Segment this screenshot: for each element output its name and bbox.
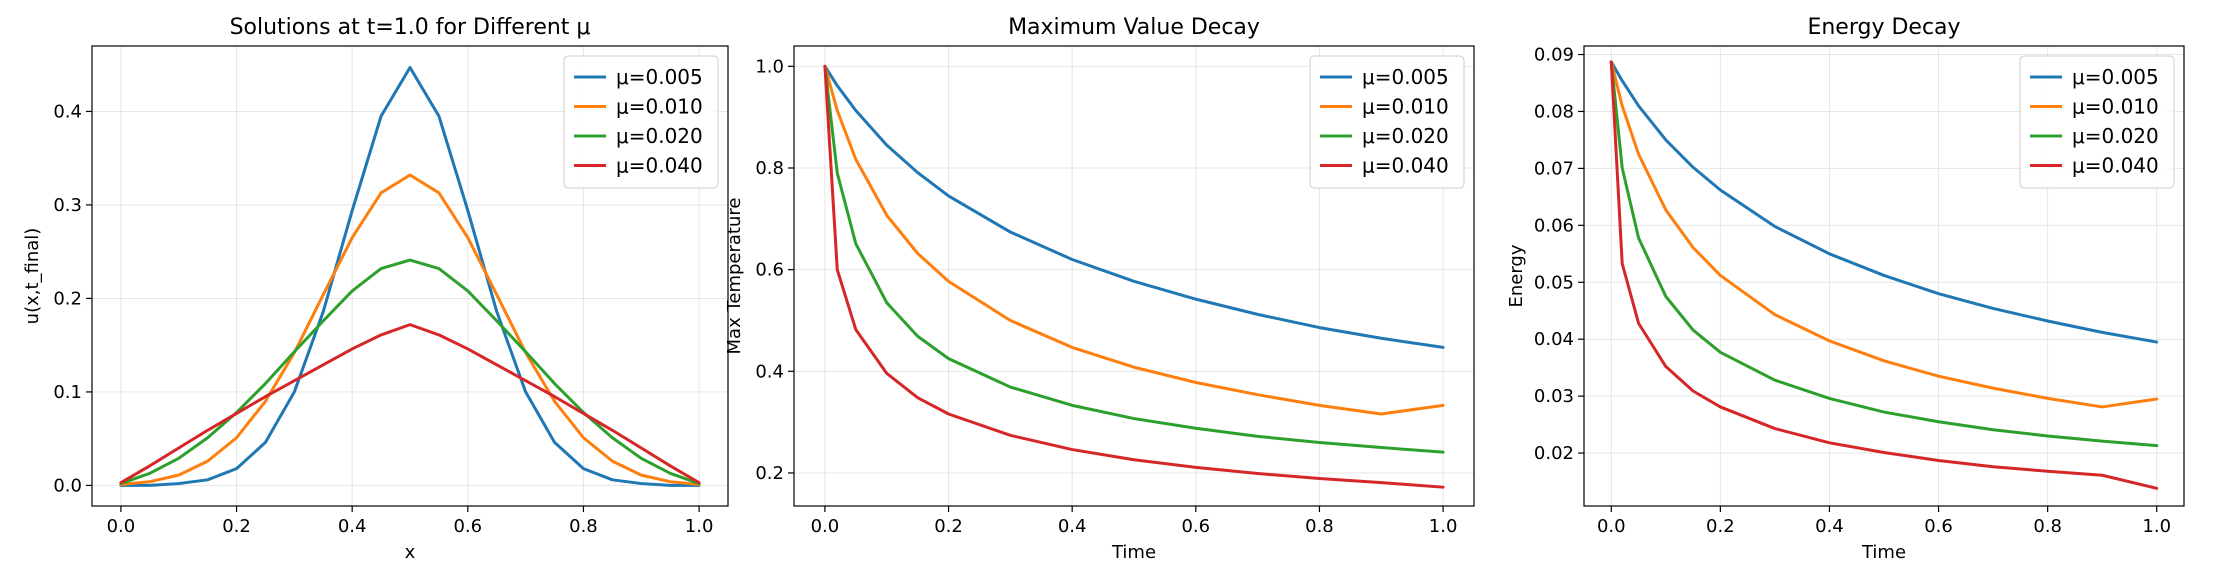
series-line-1 — [119, 173, 701, 486]
series-line-2 — [119, 258, 701, 486]
x-tick-label: 0.0 — [1597, 516, 1626, 537]
legend-box — [1309, 55, 1465, 189]
series-line-1 — [823, 64, 1445, 416]
x-tick-label: 1.0 — [2142, 516, 2171, 537]
legend-box — [2019, 55, 2175, 189]
y-tick-label: 0.05 — [1534, 272, 1574, 293]
series-line-0 — [1609, 60, 2159, 344]
y-tick-label: 0.09 — [1534, 45, 1574, 66]
legend: μ=0.005 μ=0.010 μ=0.020 μ=0.040 — [2019, 55, 2175, 189]
plot-frame — [91, 45, 729, 507]
x-tick-label: 0.8 — [2033, 516, 2062, 537]
x-tick-label: 0.6 — [453, 516, 482, 537]
x-tick-label: 0.4 — [1058, 516, 1087, 537]
legend-label: μ=0.020 — [2072, 124, 2159, 148]
y-tick-label: 0.2 — [53, 288, 82, 309]
legend: μ=0.005 μ=0.010 μ=0.020 μ=0.040 — [1309, 55, 1465, 189]
chart-title: Solutions at t=1.0 for Different μ — [230, 15, 591, 40]
legend-label: μ=0.005 — [1362, 65, 1449, 89]
series-line-0 — [119, 66, 701, 487]
series-line-2 — [1609, 60, 2159, 448]
x-axis-label: x — [405, 542, 416, 563]
chart-title: Maximum Value Decay — [1008, 15, 1260, 40]
series-line-3 — [119, 323, 701, 485]
x-axis-label: Time — [1111, 542, 1156, 563]
y-tick-label: 1.0 — [755, 56, 784, 77]
y-axis-label: Max Temperature — [724, 198, 745, 355]
x-tick-label: 0.8 — [1305, 516, 1334, 537]
x-tick-label: 0.4 — [1815, 516, 1844, 537]
legend-label: μ=0.005 — [616, 65, 703, 89]
y-tick-label: 0.02 — [1534, 443, 1574, 464]
y-tick-label: 0.06 — [1534, 215, 1574, 236]
x-tick-label: 1.0 — [685, 516, 714, 537]
y-tick-label: 0.8 — [755, 158, 784, 179]
x-tick-label: 0.8 — [569, 516, 598, 537]
chart-panel-1: 0.0 0.2 0.4 0.6 0.8 1.0 0.2 0.4 0.6 0.8 1.0 Maximum… — [724, 15, 1475, 563]
x-tick-label: 0.2 — [1706, 516, 1735, 537]
y-tick-label: 0.2 — [755, 463, 784, 484]
series-line-2 — [823, 64, 1445, 454]
y-axis-label: Energy — [1506, 244, 1527, 307]
legend-label: μ=0.010 — [2072, 95, 2159, 119]
legend-label: μ=0.005 — [2072, 65, 2159, 89]
x-tick-label: 0.4 — [338, 516, 367, 537]
x-tick-label: 0.6 — [1181, 516, 1210, 537]
y-tick-label: 0.03 — [1534, 386, 1574, 407]
y-tick-label: 0.4 — [755, 361, 784, 382]
x-axis-label: Time — [1861, 542, 1906, 563]
y-tick-label: 0.04 — [1534, 329, 1574, 350]
legend-label: μ=0.010 — [616, 95, 703, 119]
legend-label: μ=0.040 — [1362, 154, 1449, 178]
x-tick-label: 0.2 — [222, 516, 251, 537]
plot-frame — [793, 45, 1475, 507]
y-tick-label: 0.0 — [53, 475, 82, 496]
legend-label: μ=0.010 — [1362, 95, 1449, 119]
y-tick-label: 0.3 — [53, 195, 82, 216]
chart-panel-0: 0.0 0.2 0.4 0.6 0.8 1.0 0.0 0.1 0.2 0.3 0.4 Solutio… — [22, 15, 729, 563]
chart-title: Energy Decay — [1807, 15, 1960, 40]
legend-label: μ=0.040 — [616, 154, 703, 178]
series-line-0 — [823, 64, 1445, 349]
legend-label: μ=0.020 — [616, 124, 703, 148]
y-tick-label: 0.08 — [1534, 101, 1574, 122]
plot-frame — [1583, 45, 2185, 507]
series-line-3 — [1609, 60, 2159, 490]
legend-label: μ=0.020 — [1362, 124, 1449, 148]
x-tick-label: 0.0 — [107, 516, 136, 537]
x-tick-label: 1.0 — [1429, 516, 1458, 537]
series-line-3 — [823, 64, 1445, 489]
series-line-1 — [1609, 60, 2159, 409]
y-tick-label: 0.1 — [53, 382, 82, 403]
y-axis-label: u(x,t_final) — [22, 228, 43, 325]
legend-label: μ=0.040 — [2072, 154, 2159, 178]
legend: μ=0.005 μ=0.010 μ=0.020 μ=0.040 — [563, 55, 719, 189]
y-tick-label: 0.4 — [53, 101, 82, 122]
x-tick-label: 0.2 — [934, 516, 963, 537]
y-tick-label: 0.6 — [755, 260, 784, 281]
chart-panel-2: 0.0 0.2 0.4 0.6 0.8 1.0 0.02 0.03 0.04 0.05 0.06 0.… — [1506, 15, 2185, 563]
x-tick-label: 0.6 — [1924, 516, 1953, 537]
x-tick-label: 0.0 — [811, 516, 840, 537]
legend-box — [563, 55, 719, 189]
y-tick-label: 0.07 — [1534, 158, 1574, 179]
